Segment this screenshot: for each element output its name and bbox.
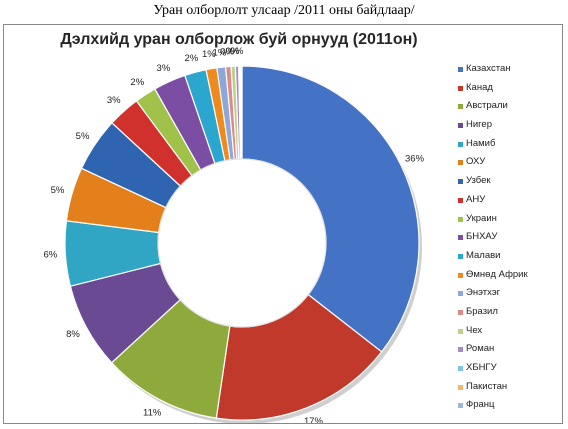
legend-label: Франц [466,399,495,411]
legend-swatch [458,160,463,166]
legend-swatch [458,141,463,147]
legend-item-2: Австрали [458,99,562,118]
legend-swatch [458,291,463,297]
chart-legend: Казахстан Канад Австрали Нигер Намиб ОХУ Узбек… [458,62,562,417]
legend-item-4: Намиб [458,137,562,156]
legend-label: Малави [466,249,501,261]
data-label-4: 6% [43,250,57,261]
legend-swatch [458,403,463,409]
data-label-9: 3% [157,63,171,74]
legend-label: Канад [466,81,493,93]
legend-label: Роман [466,343,495,355]
data-label-8: 2% [130,77,144,88]
legend-item-15: Роман [458,342,562,361]
legend-label: Пакистан [466,380,508,392]
legend-label: Узбек [466,175,491,187]
data-label-2: 11% [143,408,162,419]
legend-swatch [458,309,463,315]
legend-label: Өмнөд Африк [466,268,528,280]
legend-swatch [458,235,463,241]
legend-item-17: Пакистан [458,380,562,399]
chart-frame: 36% 17% 11% 8% 6% 5% 5% 3% 2% 3% 2% 1% 1% 0% 0% 0% Дэлх… [3,24,563,424]
data-label-6: 5% [76,131,90,142]
legend-swatch [458,366,463,371]
legend-label: Намиб [466,137,496,149]
legend-label: БНХАУ [466,231,498,243]
legend-swatch [458,253,463,259]
legend-label: ХБНГУ [466,362,497,373]
data-label-12: 1% [213,47,227,58]
data-label-5: 5% [51,185,65,196]
legend-swatch [458,197,463,203]
legend-label: Бразил [466,305,498,317]
legend-swatch [458,67,463,72]
legend-item-12: Энэтхэг [458,286,562,305]
legend-item-5: ОХУ [458,155,562,174]
donut-hole [157,158,327,328]
legend-swatch [458,216,463,222]
chart-title: Дэлхийд уран олборлож буй орнууд (2011он… [60,31,418,48]
data-label-7: 3% [107,95,121,106]
legend-label: Чех [466,324,483,336]
legend-label: АНУ [466,193,486,205]
legend-label: Украин [466,212,497,224]
data-label-15: 0% [230,46,244,57]
data-label-13: 0% [220,47,234,58]
legend-item-18: Франц [458,398,562,417]
data-label-0: 36% [405,154,425,165]
legend-item-7: АНУ [458,193,562,212]
legend-item-3: Нигер [458,118,562,137]
data-label-1: 17% [304,416,324,423]
legend-swatch [458,179,463,185]
legend-item-9: БНХАУ [458,230,562,249]
legend-swatch [458,272,463,278]
legend-label: Австрали [466,100,508,112]
legend-label: ОХУ [466,156,486,168]
legend-label: Энэтхэг [466,287,501,299]
legend-item-10: Малави [458,249,562,268]
page-caption: Уран олборлолт улсаар /2011 оны байдлаар… [153,3,415,18]
donut-chart: 36%17%11%8%6%5%5%3%2%3%2% 1%1%0%0%0% [43,46,425,423]
donut-slice-18 [240,65,243,160]
data-label-14: 0% [226,46,240,57]
legend-label: Нигер [466,119,492,131]
legend-item-8: Украин [458,212,562,231]
legend-swatch [458,347,463,353]
legend-swatch [458,328,463,334]
data-label-10: 2% [185,53,199,64]
legend-item-16: ХБНГУ [458,361,562,380]
legend-item-0: Казахстан [458,62,562,81]
data-label-11: 1% [202,49,216,60]
legend-item-1: Канад [458,81,562,100]
data-label-3: 8% [66,329,80,340]
legend-label: Казахстан [466,63,511,74]
legend-swatch [458,384,463,390]
legend-item-13: Бразил [458,305,562,324]
legend-swatch [458,104,463,110]
legend-swatch [458,123,463,129]
legend-item-6: Узбек [458,174,562,193]
legend-swatch [458,85,463,91]
legend-item-11: Өмнөд Африк [458,268,562,287]
legend-item-14: Чех [458,324,562,343]
